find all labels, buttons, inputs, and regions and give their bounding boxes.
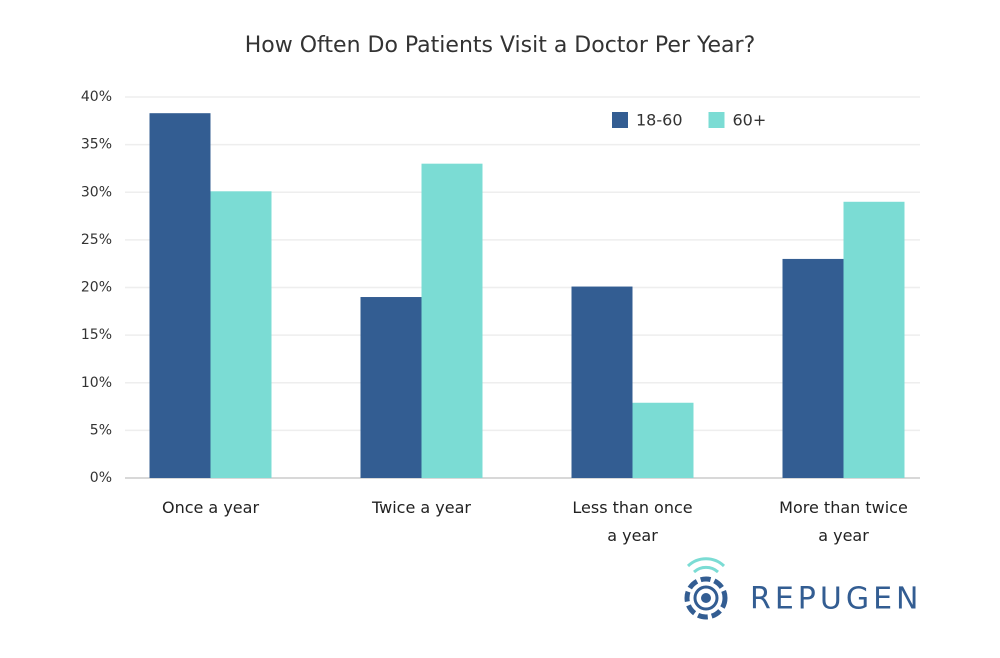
bar (571, 286, 633, 478)
bar (421, 163, 483, 479)
x-tick-label: Once a year (162, 498, 259, 517)
y-tick-label: 35% (81, 137, 112, 153)
y-tick-label: 20% (81, 280, 112, 296)
x-tick-label: Twice a year (371, 498, 471, 517)
y-tick-label: 30% (81, 184, 112, 200)
chart-title: How Often Do Patients Visit a Doctor Per… (245, 33, 756, 58)
logo-icon (684, 557, 728, 620)
bar (632, 402, 694, 478)
x-tick-label: More than twice a year (779, 498, 908, 545)
y-tick-label: 40% (81, 89, 112, 105)
logo-text: REPUGEN (750, 582, 923, 617)
legend-swatch (708, 112, 725, 128)
y-tick-label: 5% (90, 422, 112, 438)
y-tick-label: 15% (81, 327, 112, 343)
bar (782, 258, 844, 478)
y-tick-label: 10% (81, 375, 112, 391)
legend-label: 60+ (733, 111, 767, 130)
bar (149, 113, 211, 478)
x-tick-label: Less than once a year (572, 498, 692, 545)
legend-swatch (612, 112, 628, 128)
y-tick-label: 25% (81, 232, 112, 248)
bar (843, 201, 905, 478)
y-tick-label: 0% (90, 470, 112, 486)
bar (360, 297, 422, 478)
legend-label: 18-60 (636, 111, 683, 130)
bar (210, 191, 272, 479)
